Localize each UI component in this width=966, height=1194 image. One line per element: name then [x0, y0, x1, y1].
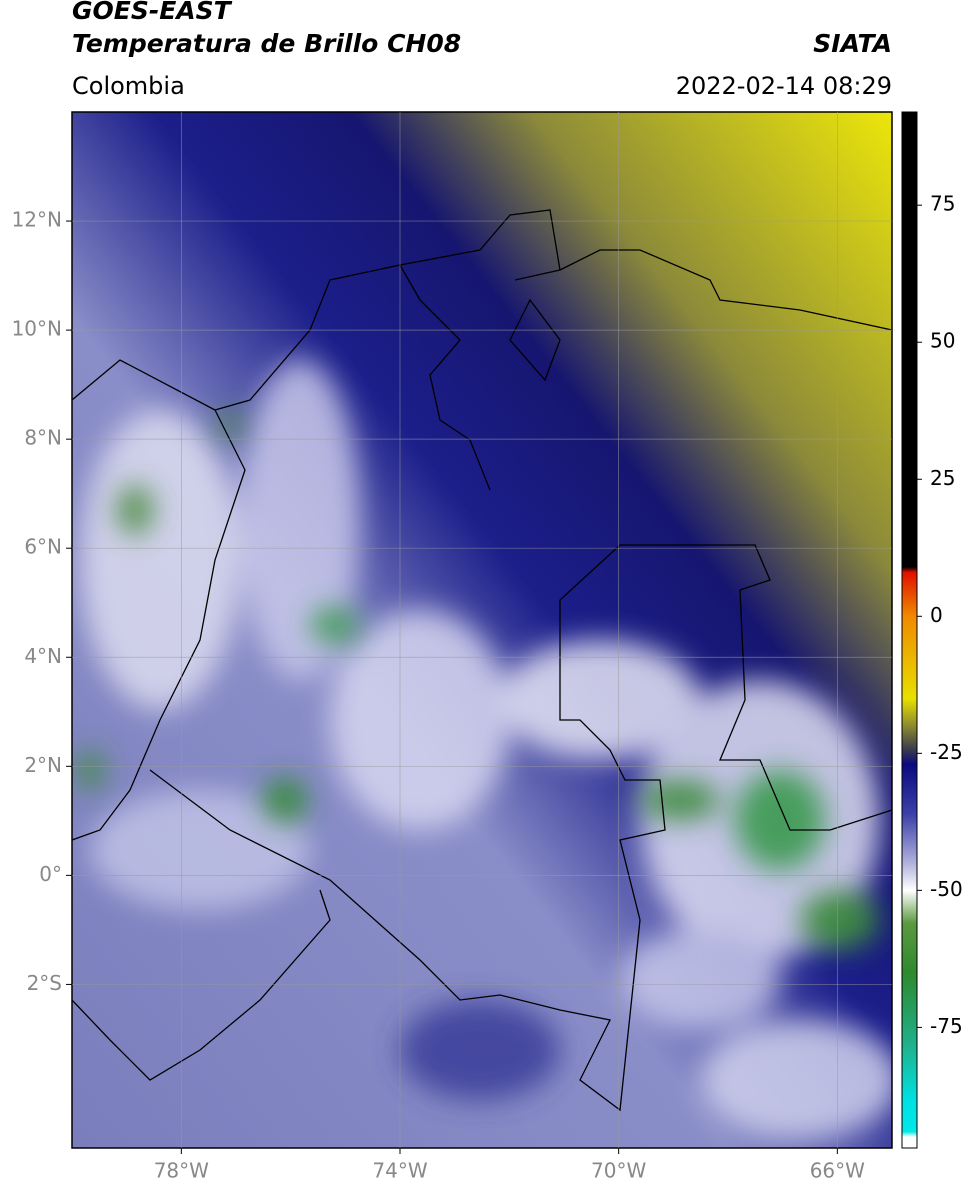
title: GOES-EAST	[72, 0, 233, 25]
coastline	[72, 209, 892, 1081]
x-tick-label: 74°W	[372, 1159, 427, 1183]
map-frame	[71, 111, 893, 1149]
y-tick-label: 4°N	[24, 644, 62, 668]
x-tick-label: 66°W	[810, 1159, 865, 1183]
subtitle: Temperatura de Brillo CH08	[72, 29, 461, 58]
colorbar-tick-label: -25	[930, 740, 963, 764]
colorbar	[901, 111, 918, 1149]
colorbar-tick-label: -75	[930, 1014, 963, 1038]
y-tick-label: 2°S	[27, 971, 62, 995]
x-tick-label: 78°W	[154, 1159, 209, 1183]
x-tick-label: 70°W	[591, 1159, 646, 1183]
colorbar-tick-label: 75	[930, 192, 955, 216]
region: Colombia	[72, 72, 185, 100]
map-image	[72, 112, 892, 1148]
y-tick-label: 2°N	[24, 753, 62, 777]
colorbar-tick-label: -50	[930, 877, 963, 901]
y-tick-label: 8°N	[24, 426, 62, 450]
colorbar-tick-label: 50	[930, 329, 955, 353]
y-tick-label: 6°N	[24, 535, 62, 559]
country-border	[72, 264, 892, 1112]
y-tick-label: 0°	[39, 862, 62, 886]
colorbar-tick-label: 0	[930, 603, 943, 627]
y-tick-label: 10°N	[12, 317, 62, 341]
datetime: 2022-02-14 08:29	[676, 72, 892, 100]
y-tick-label: 12°N	[12, 208, 62, 232]
colorbar-tick-label: 25	[930, 466, 955, 490]
source: SIATA	[813, 29, 892, 58]
